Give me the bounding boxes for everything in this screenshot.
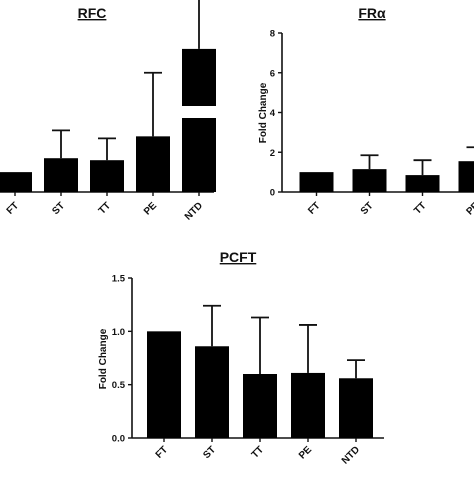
rfc-title: RFC <box>78 5 107 21</box>
rfc-x-tick-label: NTD <box>183 200 205 222</box>
rfc-bar <box>136 136 170 192</box>
pcft-x-tick-label: ST <box>201 444 218 461</box>
pcft-bar <box>147 331 181 438</box>
fra-x-tick-label: TT <box>412 200 428 216</box>
fra-panel: FRα Fold Change 0 2 4 6 8 FT ST TT PE <box>258 5 474 218</box>
fra-y-tick-label: 6 <box>270 68 275 79</box>
pcft-x-tick-label: FT <box>154 444 170 460</box>
rfc-bar <box>90 160 124 192</box>
pcft-bar <box>339 378 373 438</box>
fra-bar <box>406 175 440 192</box>
fra-bar <box>353 169 387 192</box>
rfc-x-tick-label: ST <box>50 200 67 217</box>
fra-y-tick-label: 0 <box>270 188 275 199</box>
pcft-bar <box>291 373 325 438</box>
fra-y-tick-label: 4 <box>270 108 276 119</box>
pcft-x-tick-label: NTD <box>340 444 362 466</box>
pcft-y-tick-label: 0.5 <box>112 380 126 391</box>
fra-bar <box>459 161 474 192</box>
rfc-x-tick-label: FT <box>5 200 21 216</box>
fra-y-tick-label: 8 <box>270 29 275 40</box>
pcft-bar <box>243 374 277 438</box>
pcft-y-tick-label: 1.0 <box>112 327 125 338</box>
fra-x-tick-label: ST <box>359 200 376 217</box>
pcft-y-tick-label: 0.0 <box>112 434 125 445</box>
fra-x-tick-label: FT <box>306 200 322 216</box>
rfc-x-tick-label: PE <box>142 200 159 217</box>
fra-y-tick-label: 2 <box>270 148 275 159</box>
rfc-bar <box>0 172 32 192</box>
fra-x-tick-label: PE <box>464 200 474 217</box>
pcft-panel: PCFT Fold Change 0.0 0.5 1.0 1.5 FT ST TT PE NTD <box>98 249 384 467</box>
fra-y-axis-label: Fold Change <box>258 82 269 143</box>
rfc-bar <box>44 158 78 192</box>
pcft-y-tick-label: 1.5 <box>112 274 126 285</box>
pcft-x-tick-label: TT <box>250 444 266 460</box>
fra-bar <box>300 172 334 192</box>
pcft-x-tick-label: PE <box>297 444 314 461</box>
pcft-y-axis-label: Fold Change <box>98 328 109 389</box>
pcft-title: PCFT <box>220 249 257 265</box>
rfc-bar <box>182 49 216 192</box>
rfc-x-tick-label: TT <box>97 200 113 216</box>
pcft-bar <box>195 346 229 438</box>
fra-title: FRα <box>358 5 386 21</box>
